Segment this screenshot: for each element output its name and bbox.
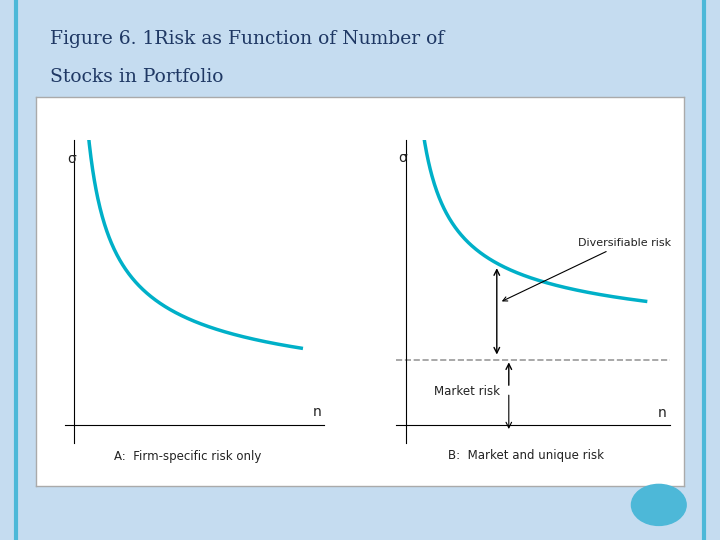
Text: Stocks in Portfolio: Stocks in Portfolio [50, 68, 224, 85]
Text: A:  Firm-specific risk only: A: Firm-specific risk only [114, 450, 261, 463]
Text: σ: σ [67, 152, 76, 166]
Text: Figure 6. 1Risk as Function of Number of: Figure 6. 1Risk as Function of Number of [50, 30, 445, 48]
Text: σ: σ [398, 151, 407, 165]
Text: n: n [312, 405, 321, 419]
Text: n: n [657, 406, 666, 420]
Text: B:  Market and unique risk: B: Market and unique risk [448, 449, 603, 462]
Text: Market risk: Market risk [434, 384, 500, 397]
Text: Diversifiable risk: Diversifiable risk [503, 238, 672, 301]
